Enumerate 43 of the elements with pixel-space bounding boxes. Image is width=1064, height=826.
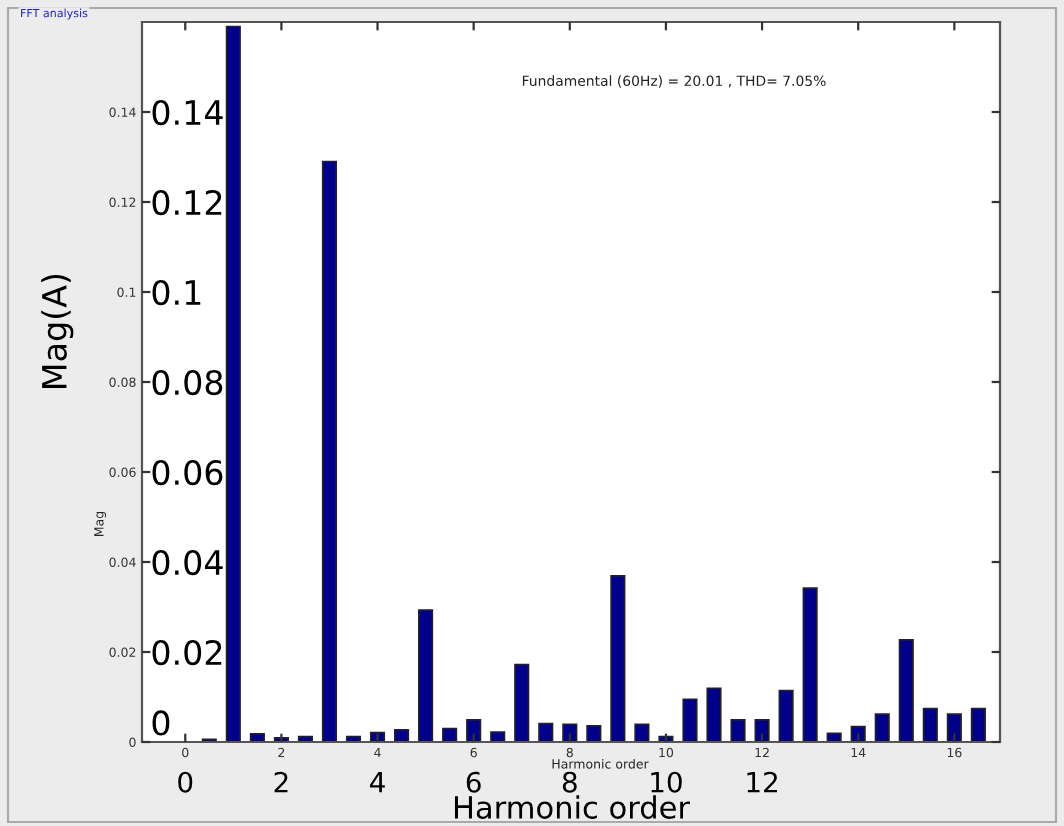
y2-tick-label: 0: [152, 710, 170, 736]
y2-tick-label: 0.06: [152, 459, 223, 486]
x-tick-label: 0: [178, 771, 193, 793]
bar: [634, 723, 650, 742]
y2-tick-label: 0.04: [152, 549, 223, 576]
x-tick-label: 4: [370, 772, 385, 793]
bar: [225, 25, 241, 742]
bar: [970, 707, 986, 742]
bar: [922, 707, 938, 742]
y2-tick-label: 0.1: [152, 279, 201, 306]
x-tick-label: 8: [562, 771, 577, 793]
bar: [586, 724, 602, 742]
bar: [562, 723, 578, 742]
x-tick-label: 6: [466, 771, 481, 793]
bar: [946, 713, 962, 742]
bar: [874, 713, 890, 742]
y2-tick-label: 0.02: [152, 639, 222, 666]
bar: [321, 160, 338, 742]
bar: [442, 727, 458, 742]
bar: [778, 689, 794, 742]
x-axis-title: Harmonic order: [454, 795, 691, 819]
bar: [490, 731, 506, 742]
y2-tick-label: 0.12: [152, 189, 222, 216]
bar: [514, 663, 530, 742]
x-tick-label: 10: [651, 771, 682, 793]
bar: [249, 733, 265, 742]
x-tick-label: 12: [747, 771, 777, 793]
bar: [850, 725, 866, 742]
bar: [682, 698, 698, 742]
bar: [754, 719, 770, 742]
bar: [898, 639, 914, 742]
bar: [538, 722, 554, 742]
bar: [802, 587, 818, 742]
bar: [610, 575, 626, 742]
bar: [418, 609, 434, 742]
y2-tick-label: 0.14: [152, 99, 223, 126]
bar: [466, 719, 482, 742]
bar: [393, 729, 410, 742]
y2-tick-label: 0.08: [152, 369, 223, 396]
bar: [730, 719, 746, 742]
y-axis-title: Mag(A): [41, 274, 74, 388]
x-tick-label: 2: [274, 771, 288, 793]
bar: [706, 687, 722, 742]
